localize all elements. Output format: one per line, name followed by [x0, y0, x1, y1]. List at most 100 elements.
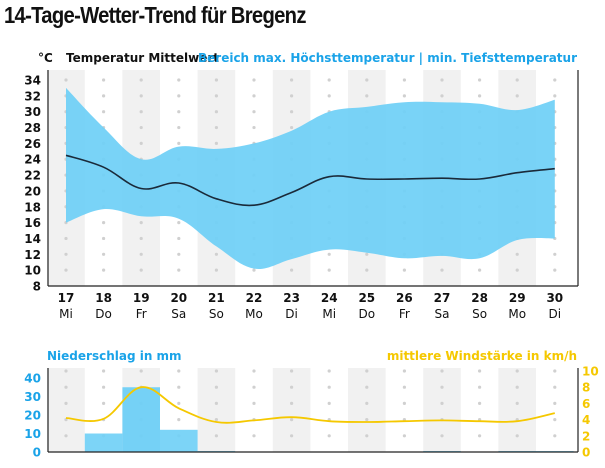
grid-dot: [139, 221, 143, 225]
grid-dot: [515, 434, 519, 438]
grid-dot: [365, 252, 369, 256]
grid-dot: [327, 401, 331, 405]
grid-dot: [365, 78, 369, 82]
grid-dot: [553, 94, 557, 98]
grid-dot: [177, 94, 181, 98]
x-tick-day: 26: [396, 291, 413, 305]
grid-dot: [252, 434, 256, 438]
grid-dot: [290, 94, 294, 98]
column-band: [423, 368, 461, 452]
y-tick-label: 10: [24, 264, 41, 278]
precip-bar: [160, 429, 198, 452]
y-tick-label: 24: [24, 153, 41, 167]
wind-line: [65, 386, 555, 424]
grid-dot: [515, 78, 519, 82]
grid-dot: [177, 78, 181, 82]
column-band: [197, 368, 236, 452]
x-tick-weekday: Mi: [59, 307, 73, 321]
x-tick-weekday: So: [209, 307, 224, 321]
grid-dot: [515, 369, 519, 373]
grid-dot: [64, 369, 68, 373]
grid-dot: [214, 94, 218, 98]
grid-dot: [553, 434, 557, 438]
grid-dot: [139, 252, 143, 256]
grid-dot: [553, 418, 557, 422]
x-tick-weekday: So: [472, 307, 487, 321]
grid-dot: [553, 369, 557, 373]
grid-dot: [290, 385, 294, 389]
y-tick-label: 20: [24, 184, 41, 198]
grid-dot: [478, 78, 482, 82]
grid-dot: [327, 268, 331, 272]
x-tick-weekday: Do: [359, 307, 376, 321]
grid-dot: [102, 78, 106, 82]
x-tick-weekday: Mo: [508, 307, 526, 321]
x-tick-day: 27: [434, 291, 451, 305]
grid-dot: [290, 434, 294, 438]
grid-dot: [478, 401, 482, 405]
grid-dot: [327, 369, 331, 373]
column-band: [498, 368, 536, 452]
column-band: [348, 368, 386, 452]
grid-dot: [365, 94, 369, 98]
grid-dot: [177, 252, 181, 256]
grid-dot: [139, 141, 143, 145]
y-tick-label: 22: [24, 169, 41, 183]
grid-dot: [214, 385, 218, 389]
grid-dot: [252, 125, 256, 130]
grid-dot: [553, 268, 557, 272]
grid-dot: [365, 401, 369, 405]
grid-dot: [64, 78, 68, 82]
wind-tick-label: 0: [582, 446, 590, 460]
grid-dot: [440, 78, 444, 82]
precip-tick-label: 0: [33, 446, 41, 460]
precip-bar: [84, 433, 123, 452]
y-tick-label: 18: [24, 200, 41, 214]
y-tick-label: 8: [33, 280, 41, 294]
x-tick-day: 28: [471, 291, 488, 305]
x-tick-weekday: Sa: [171, 307, 186, 321]
grid-dot: [252, 401, 256, 405]
grid-dot: [214, 252, 218, 256]
x-tick-day: 29: [509, 291, 526, 305]
grid-dot: [139, 236, 143, 241]
x-tick-day: 17: [58, 291, 75, 305]
grid-dot: [290, 401, 294, 405]
precip-tick-label: 10: [24, 427, 41, 441]
grid-dot: [478, 385, 482, 389]
x-tick-day: 18: [95, 291, 112, 305]
y-tick-label: 12: [24, 248, 41, 262]
grid-dot: [214, 434, 218, 438]
grid-dot: [102, 221, 106, 225]
grid-dot: [515, 268, 519, 272]
grid-dot: [365, 385, 369, 389]
grid-dot: [365, 369, 369, 373]
grid-dot: [402, 434, 406, 438]
grid-dot: [102, 236, 106, 241]
grid-dot: [139, 94, 143, 98]
grid-dot: [177, 385, 181, 389]
x-tick-day: 22: [246, 291, 263, 305]
grid-dot: [177, 369, 181, 373]
grid-dot: [440, 385, 444, 389]
grid-dot: [214, 125, 218, 130]
precip-tick-label: 30: [24, 390, 41, 404]
page-title: 14-Tage-Wetter-Trend für Bregenz: [4, 2, 306, 28]
grid-dot: [252, 369, 256, 373]
grid-dot: [290, 418, 294, 422]
grid-dot: [290, 110, 294, 114]
x-tick-weekday: Mo: [245, 307, 263, 321]
grid-dot: [440, 268, 444, 272]
grid-dot: [102, 369, 106, 373]
x-tick-weekday: Fr: [399, 307, 410, 321]
grid-dot: [252, 78, 256, 82]
grid-dot: [252, 94, 256, 98]
x-tick-day: 19: [133, 291, 150, 305]
grid-dot: [139, 268, 143, 272]
grid-dot: [478, 369, 482, 373]
grid-dot: [515, 252, 519, 256]
y-tick-label: 16: [24, 216, 41, 230]
wind-tick-label: 4: [582, 413, 590, 427]
grid-dot: [440, 94, 444, 98]
